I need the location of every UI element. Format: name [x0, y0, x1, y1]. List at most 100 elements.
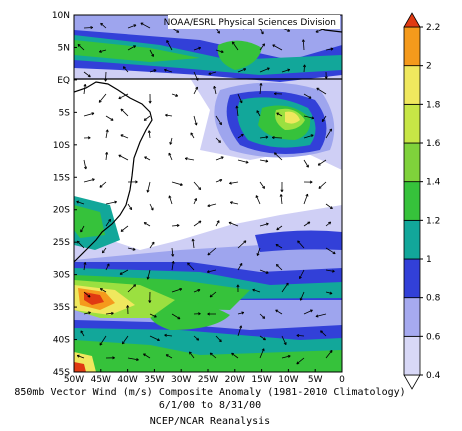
wind-vector-arrow [191, 238, 195, 249]
wind-vector-arrow [149, 69, 157, 73]
wind-vector-arrow [83, 262, 87, 271]
wind-vector-arrow [149, 335, 160, 342]
colorbar-tick-label: 1.2 [426, 216, 440, 226]
wind-vector-arrow [259, 159, 269, 163]
colorbar-segment [403, 65, 421, 105]
wind-vector-arrow [207, 247, 217, 256]
colorbar-segment [403, 297, 421, 337]
latitude-labels: 10N 5N EQ 5S 10S 15S 20S 25S 30S 35S 40S 45S [52, 11, 77, 378]
wind-vector-arrow [193, 181, 202, 190]
wind-vector-arrow [316, 87, 327, 95]
wind-vector-arrow [259, 348, 265, 359]
colorbar-tick-label: 0.6 [426, 332, 441, 342]
wind-vector-arrow [320, 330, 327, 337]
latitude-tick-label: 35S [53, 303, 70, 313]
wind-vector-arrow [231, 41, 239, 51]
latitude-tick-label: 40S [53, 336, 70, 346]
wind-vector-arrow [169, 137, 173, 145]
wind-vector-arrow [168, 152, 173, 161]
wind-vector-arrow [215, 178, 223, 183]
attribution-label: NOAA/ESRL Physical Sciences Division [164, 18, 336, 28]
wind-vector-arrow [105, 356, 115, 360]
wind-vector-arrow [193, 288, 201, 293]
wind-vector-arrow [193, 46, 202, 51]
wind-vector-arrow [207, 203, 217, 208]
wind-vector-arrow [122, 66, 129, 73]
wind-vector-arrow [325, 203, 333, 210]
wind-vector-arrow [98, 93, 107, 103]
longitude-tick-label: 20W [225, 375, 245, 385]
longitude-labels: 50W 45W 40W 35W 30W 25W 20W 15W 10W 5W 0 [64, 369, 345, 385]
wind-vector-arrow [83, 159, 87, 170]
wind-vector-arrow [324, 71, 328, 79]
wind-vector-arrow [127, 45, 136, 51]
wind-vector-arrow [231, 352, 239, 359]
wind-vector-arrow [321, 115, 327, 122]
wind-vector-arrow [146, 269, 151, 280]
wind-vector-arrow [281, 282, 289, 293]
wind-vector-arrow [83, 311, 91, 315]
wind-vector-arrow [166, 40, 173, 51]
wind-vector-arrow [303, 93, 312, 99]
wind-vector-arrow [171, 223, 180, 228]
longitude-tick-label: 30W [171, 375, 191, 385]
wind-vector-arrow [259, 135, 269, 139]
wind-vector-arrow [303, 115, 315, 120]
wind-vector-arrow [171, 181, 183, 186]
longitude-tick-label: 5W [308, 375, 323, 385]
shading-teal-region [74, 35, 342, 75]
wind-vector-arrow [276, 112, 283, 117]
wind-vector-arrow [259, 335, 266, 341]
wind-vector-arrow [188, 351, 195, 359]
wind-vector-arrow [325, 247, 336, 255]
wind-vector-arrow [259, 181, 265, 189]
longitude-tick-label: 10W [278, 375, 298, 385]
wind-vector-arrow [281, 335, 287, 345]
latitude-tick-label: EQ [57, 76, 70, 86]
wind-vector-arrow [143, 115, 151, 121]
wind-vector-arrow [149, 49, 154, 57]
wind-vector-arrow [259, 83, 263, 95]
colorbar-tick-label: 0.8 [426, 294, 441, 304]
colorbar-high-end [403, 12, 421, 28]
wind-vector-arrow [193, 86, 198, 95]
wind-vector-arrow [303, 159, 309, 168]
wind-vector-arrow [296, 357, 305, 365]
wind-vector-arrow [237, 133, 244, 139]
wind-vector-arrow [206, 269, 217, 274]
wind-vector-arrow [101, 247, 107, 254]
wind-vector-arrow [120, 134, 129, 139]
wind-vector-arrow [302, 64, 307, 73]
wind-vector-arrow [164, 68, 173, 73]
wind-vector-arrow [207, 312, 217, 316]
latitude-tick-label: 5S [59, 108, 71, 118]
wind-vector-arrow [99, 335, 107, 346]
wind-vector-arrow [120, 108, 129, 117]
wind-vector-arrow [148, 291, 152, 303]
wind-vector-arrow [209, 352, 217, 359]
wind-vector-arrow [276, 225, 283, 231]
shading-red-region [74, 362, 86, 372]
longitude-tick-label: 15W [251, 375, 271, 385]
wind-vector-arrow [275, 264, 283, 271]
wind-vector-arrow [237, 93, 243, 104]
wind-vector-arrow [118, 93, 129, 100]
wind-vector-arrow [259, 67, 270, 73]
wind-vector-arrow [299, 269, 305, 279]
latitude-tick-label: 20S [53, 206, 70, 216]
colorbar-tick-label: 1.8 [426, 100, 441, 110]
longitude-tick-label: 50W [64, 375, 84, 385]
colorbar-segment [403, 142, 421, 183]
wind-vector-arrow [149, 313, 157, 318]
colorbar-segment [403, 181, 421, 221]
wind-vector-arrow [127, 180, 138, 184]
wind-vector-arrow [76, 200, 85, 205]
wind-vector-arrow [303, 180, 313, 184]
latitude-tick-label: 45S [53, 368, 70, 378]
wind-vector-arrow [275, 309, 283, 315]
wind-vector-arrow [280, 181, 284, 193]
wind-vector-arrow [237, 159, 249, 164]
longitude-tick-label: 25W [198, 375, 218, 385]
wind-vector-arrow [80, 330, 85, 337]
colorbar-segment [403, 219, 421, 260]
